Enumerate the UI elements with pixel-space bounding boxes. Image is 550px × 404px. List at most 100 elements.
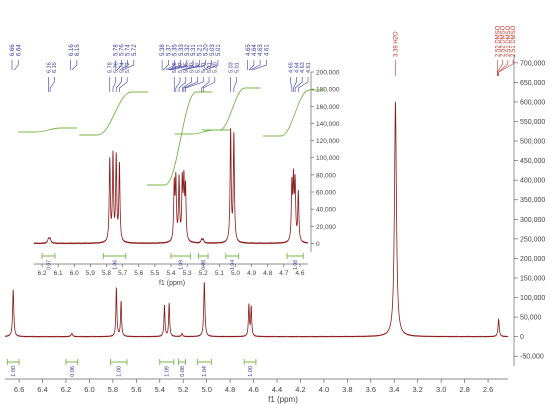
main-integrals: 1.00 0.06 1.00 1.09 0.08 1.04 1.00 bbox=[6, 359, 257, 377]
solvent-label-connector bbox=[497, 60, 503, 76]
integral-bracket bbox=[196, 359, 212, 365]
integral-value: 0.08 bbox=[180, 366, 186, 377]
inset-x-tick-label: 5.9 bbox=[86, 270, 95, 277]
inset-peak-label: 4.63 bbox=[300, 62, 306, 73]
integral-bracket bbox=[170, 253, 191, 259]
inset-peak-label: 5.72 bbox=[125, 62, 131, 73]
inset-x-tick-label: 4.9 bbox=[247, 270, 256, 277]
main-y-tick-label: 700,000 bbox=[520, 60, 545, 67]
inset-x-tick-label: 5.3 bbox=[183, 270, 192, 277]
integral-curve bbox=[201, 87, 261, 131]
inset-peak-label: 5.37 bbox=[178, 62, 184, 73]
inset-x-tick-label: 5.1 bbox=[215, 270, 224, 277]
inset-x-tick-label: 6.2 bbox=[38, 270, 47, 277]
main-peak-label: 5.01 bbox=[216, 44, 222, 56]
integral-curve bbox=[79, 91, 148, 136]
main-x-tick-label: 5.6 bbox=[131, 385, 141, 394]
main-x-tick-label: 4.4 bbox=[272, 385, 282, 394]
main-x-tick-label: 4.0 bbox=[319, 385, 329, 394]
main-x-tick-label: 6.6 bbox=[14, 385, 24, 394]
inset-peak-label: 6.15 bbox=[52, 62, 58, 73]
main-peak-label: 5.03 bbox=[210, 44, 216, 56]
main-peak-label: 6.15 bbox=[75, 44, 81, 56]
inset-peak-label-connector bbox=[290, 77, 293, 92]
inset-y-tick-label: 20,000 bbox=[316, 224, 336, 231]
main-y-tick-label: -50,000 bbox=[520, 354, 544, 361]
integral-bracket bbox=[197, 253, 209, 259]
main-x-tick-label: 5.2 bbox=[178, 385, 188, 394]
main-peak-label: 4.61 bbox=[264, 44, 270, 56]
inset-y-tick-label: 40,000 bbox=[316, 207, 336, 214]
main-x-tick-label: 3.2 bbox=[412, 385, 422, 394]
main-y-tick-label: 100,000 bbox=[520, 295, 545, 302]
inset-peak-label: 5.78 bbox=[108, 62, 114, 73]
main-x-tick-label: 4.8 bbox=[225, 385, 235, 394]
main-y-tick-label: 350,000 bbox=[520, 197, 545, 204]
main-y-tick-label: 50,000 bbox=[520, 315, 542, 322]
integral-curve bbox=[263, 89, 326, 137]
main-peak-label: 5.78 bbox=[113, 44, 119, 56]
integral-bracket bbox=[159, 359, 175, 365]
inset-x-tick-label: 5.2 bbox=[199, 270, 208, 277]
main-peak-label: 5.35 bbox=[173, 44, 179, 56]
inset-y-axis: 200,000 180,000 160,000 140,000 120,000 100,0… bbox=[310, 70, 340, 252]
solvent-labels: 3.39 H2O 2.52 DMSO 2.52 DMSO 2.51 DMSO 2.51 … bbox=[393, 25, 517, 76]
inset-peak-label-connector bbox=[185, 77, 204, 92]
main-x-tick-label: 2.8 bbox=[459, 385, 469, 394]
main-peak-label: 5.21 bbox=[197, 44, 203, 56]
inset-peak-label: 5.38 bbox=[172, 62, 178, 73]
integral-bracket bbox=[41, 253, 56, 259]
integral-bracket bbox=[102, 253, 127, 259]
inset-y-tick-label: 200,000 bbox=[316, 70, 340, 77]
integral-value: 1.04 bbox=[230, 260, 236, 270]
main-y-axis: 700,000 650,000 600,000 550,000 500,000 450,0… bbox=[513, 55, 545, 366]
integral-value: 0.06 bbox=[70, 366, 76, 377]
main-x-tick-label: 3.6 bbox=[366, 385, 376, 394]
inset-x-tick-label: 5.8 bbox=[102, 270, 111, 277]
inset-background bbox=[4, 70, 349, 264]
inset-x-tick-label: 5.4 bbox=[166, 270, 175, 277]
main-peak-label: 5.72 bbox=[132, 44, 138, 56]
inset-peak-label: 5.76 bbox=[113, 62, 119, 73]
integral-value: 1.09 bbox=[178, 260, 184, 270]
inset-peak-label-connector bbox=[49, 77, 55, 92]
inset-x-tick-label: 5.7 bbox=[118, 270, 127, 277]
main-x-tick-label: 6.2 bbox=[61, 385, 71, 394]
main-peak-label: 5.31 bbox=[191, 44, 197, 56]
main-y-tick-label: 400,000 bbox=[520, 178, 545, 185]
inset-peak-label-connector bbox=[183, 77, 198, 92]
inset-x-tick-label: 6.0 bbox=[70, 270, 79, 277]
integral-bracket bbox=[225, 253, 240, 259]
main-peak-label: 4.65 bbox=[246, 44, 252, 56]
inset-peak-label-connector bbox=[112, 77, 116, 92]
main-y-tick-label: 200,000 bbox=[520, 256, 545, 263]
integral-bracket bbox=[6, 359, 20, 365]
inset-peak-label: 5.35 bbox=[184, 62, 190, 73]
main-y-tick-label: 600,000 bbox=[520, 99, 545, 106]
inset-x-tick-label: 4.7 bbox=[279, 270, 288, 277]
inset-x-tick-label: 5.0 bbox=[231, 270, 240, 277]
solvent-label-connector bbox=[498, 60, 514, 76]
solvent-label: 3.39 H2O bbox=[393, 31, 399, 57]
main-peak-label: 4.64 bbox=[252, 44, 258, 56]
inset-x-tick-label: 4.6 bbox=[295, 270, 304, 277]
inset-peak-labels: 6.16 6.15 5.78 5.76 5.74 5.72 5.38 5.37 5.35 5.33… bbox=[46, 62, 312, 92]
inset-peak-label: 5.74 bbox=[119, 62, 125, 73]
inset-peak-label: 4.65 bbox=[289, 62, 295, 73]
inset-y-tick-label: 120,000 bbox=[316, 138, 340, 145]
main-peak-label: 5.38 bbox=[160, 44, 166, 56]
integral-value: 1.00 bbox=[117, 366, 123, 377]
inset-peak-label: 5.31 bbox=[201, 62, 207, 73]
main-y-tick-label: 550,000 bbox=[520, 119, 545, 126]
main-y-tick-label: 500,000 bbox=[520, 139, 545, 146]
main-x-tick-label: 6.0 bbox=[84, 385, 94, 394]
main-peak-label: 6.64 bbox=[16, 44, 22, 56]
integral-bracket bbox=[286, 253, 304, 259]
inset-peak-label: 5.01 bbox=[234, 62, 240, 73]
inset-peak-label-connector bbox=[233, 77, 237, 92]
inset-peak-label-connector bbox=[181, 77, 192, 92]
integral-value: 0.07 bbox=[46, 260, 52, 270]
inset-peak-label: 5.33 bbox=[190, 62, 196, 73]
main-peak-label: 5.33 bbox=[179, 44, 185, 56]
